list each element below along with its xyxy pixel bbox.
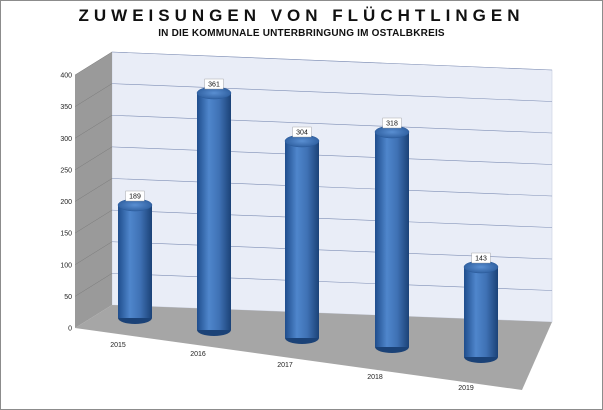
- bars: 189 361 304 318 143: [117, 78, 499, 363]
- x-axis: 2015 2016 2017 2018 2019: [110, 342, 474, 392]
- data-label-box: [382, 117, 402, 129]
- data-label-box: [471, 252, 491, 264]
- gridline-side: [74, 146, 113, 171]
- bar-2019: 143: [463, 252, 499, 363]
- gridline-side: [74, 51, 113, 76]
- bar-body: [375, 132, 409, 347]
- bar-2017: 304: [284, 126, 320, 344]
- gridline: [111, 146, 553, 165]
- gridline-side: [74, 241, 113, 265]
- y-tick-label: 350: [60, 104, 72, 111]
- x-tick-label: 2017: [277, 362, 293, 369]
- chart-subtitle: IN DIE KOMMUNALE UNTERBRINGUNG IM OSTALB…: [158, 28, 445, 39]
- y-tick-label: 100: [60, 262, 72, 269]
- bar-body: [464, 267, 498, 357]
- gridline-side: [74, 178, 113, 202]
- y-tick-label: 400: [60, 73, 72, 80]
- bar-body: [197, 93, 231, 330]
- data-label-box: [125, 190, 145, 202]
- gridline: [111, 209, 553, 228]
- gridline: [111, 83, 553, 102]
- gridline: [111, 178, 553, 197]
- gridline-side: [74, 209, 113, 234]
- y-tick-label: 300: [60, 136, 72, 143]
- x-tick-label: 2019: [458, 385, 474, 392]
- x-tick-label: 2015: [110, 342, 126, 349]
- gridline-side: [74, 83, 113, 107]
- bar-body: [285, 141, 319, 338]
- gridline-side: [74, 273, 113, 297]
- x-tick-label: 2018: [367, 374, 383, 381]
- y-tick-label: 150: [60, 231, 72, 238]
- y-tick-label: 0: [68, 326, 72, 333]
- bar-2016: 361: [196, 78, 232, 336]
- y-tick-label: 250: [60, 167, 72, 174]
- chart-title: ZUWEISUNGEN VON FLÜCHTLINGEN: [78, 6, 525, 25]
- y-axis: 0 50 100 150 200 250 300 350 400: [60, 73, 72, 333]
- y-tick-label: 200: [60, 199, 72, 206]
- gridline-side: [74, 115, 113, 139]
- bar-2015: 189: [117, 190, 153, 324]
- data-label: 318: [386, 121, 398, 128]
- bar-body: [118, 205, 152, 318]
- y-tick-label: 50: [64, 294, 72, 301]
- floor: [75, 305, 552, 390]
- data-label: 189: [129, 194, 141, 201]
- data-label-box: [292, 126, 312, 138]
- x-tick-label: 2016: [190, 351, 206, 358]
- gridline: [111, 114, 553, 134]
- data-label: 361: [208, 82, 220, 89]
- data-label-box: [204, 78, 224, 90]
- bar-2018: 318: [374, 117, 410, 353]
- data-label: 304: [296, 130, 308, 137]
- gridline: [111, 51, 553, 71]
- data-label: 143: [475, 256, 487, 263]
